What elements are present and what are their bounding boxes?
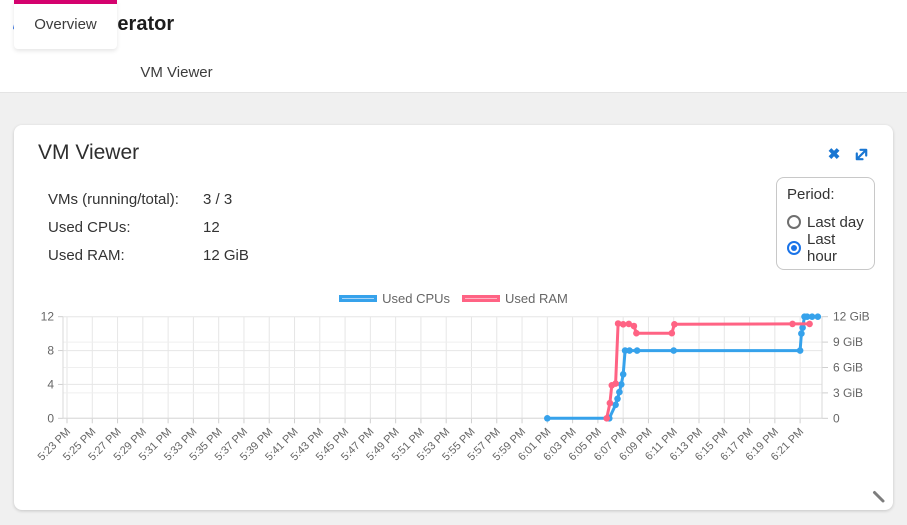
stat-row-cpus: Used CPUs: 12	[48, 213, 249, 241]
tab-vm-viewer[interactable]: VM Viewer	[128, 51, 225, 93]
vm-viewer-panel: VM Viewer ✖ VMs (running/total): 3 / 3	[14, 125, 893, 510]
radio-option-last-day[interactable]: Last day	[787, 209, 864, 235]
resize-handle-icon[interactable]	[872, 490, 886, 504]
svg-text:9 GiB: 9 GiB	[833, 335, 863, 349]
radio-last-hour-label: Last hour	[807, 231, 838, 265]
radio-last-hour[interactable]	[787, 241, 801, 255]
svg-text:12: 12	[41, 310, 55, 324]
radio-option-last-hour[interactable]: Last hour	[787, 231, 864, 265]
period-fieldset: Period: Last day Last hour	[776, 177, 875, 270]
tab-vm-viewer-label: VM Viewer	[140, 63, 213, 81]
svg-text:3 GiB: 3 GiB	[833, 386, 863, 400]
panel-title: VM Viewer	[38, 141, 140, 164]
usage-chart: 5:23 PM 5:25 PM 5:27 PM 5:29 PM 5:31 PM 5:33 …	[24, 298, 893, 498]
stat-label: VMs (running/total):	[48, 190, 179, 208]
legend-swatch	[462, 295, 501, 302]
app-header: VM ⌄ VM-Operator	[0, 0, 907, 51]
legend-swatch	[339, 295, 378, 302]
radio-last-day[interactable]	[787, 215, 801, 229]
period-label: Period:	[787, 186, 835, 203]
legend-item-cpus[interactable]: Used CPUs	[339, 291, 450, 306]
svg-text:4: 4	[47, 377, 54, 391]
stat-row-ram: Used RAM: 12 GiB	[48, 241, 249, 269]
stat-label: Used RAM:	[48, 246, 125, 264]
radio-last-day-label: Last day	[807, 213, 864, 231]
stat-row-vms: VMs (running/total): 3 / 3	[48, 185, 249, 213]
chart-legend: Used CPUs Used RAM	[14, 291, 893, 306]
svg-text:12 GiB: 12 GiB	[833, 310, 870, 324]
tab-overview-label: Overview	[34, 16, 97, 33]
page-background: VM Viewer ✖ VMs (running/total): 3 / 3	[0, 93, 907, 525]
legend-label: Used CPUs	[382, 291, 451, 306]
stat-value: 3 / 3	[203, 190, 233, 208]
legend-label: Used RAM	[505, 291, 568, 306]
stats-list: VMs (running/total): 3 / 3 Used CPUs: 12…	[48, 185, 249, 269]
svg-text:6 GiB: 6 GiB	[833, 361, 863, 375]
svg-text:8: 8	[47, 344, 54, 358]
stat-label: Used CPUs:	[48, 218, 131, 236]
svg-text:0: 0	[47, 411, 54, 425]
legend-item-ram[interactable]: Used RAM	[462, 291, 568, 306]
close-icon[interactable]: ✖	[827, 146, 841, 163]
stat-value: 12 GiB	[203, 246, 249, 264]
tab-bar: VM Viewer	[0, 51, 907, 93]
svg-text:0: 0	[833, 411, 840, 425]
stat-value: 12	[203, 218, 220, 236]
chart-svg: 5:23 PM5:25 PM5:27 PM5:29 PM5:31 PM5:33 …	[36, 310, 870, 464]
expand-icon[interactable]	[852, 145, 870, 163]
tab-overview[interactable]: Overview	[14, 0, 117, 49]
